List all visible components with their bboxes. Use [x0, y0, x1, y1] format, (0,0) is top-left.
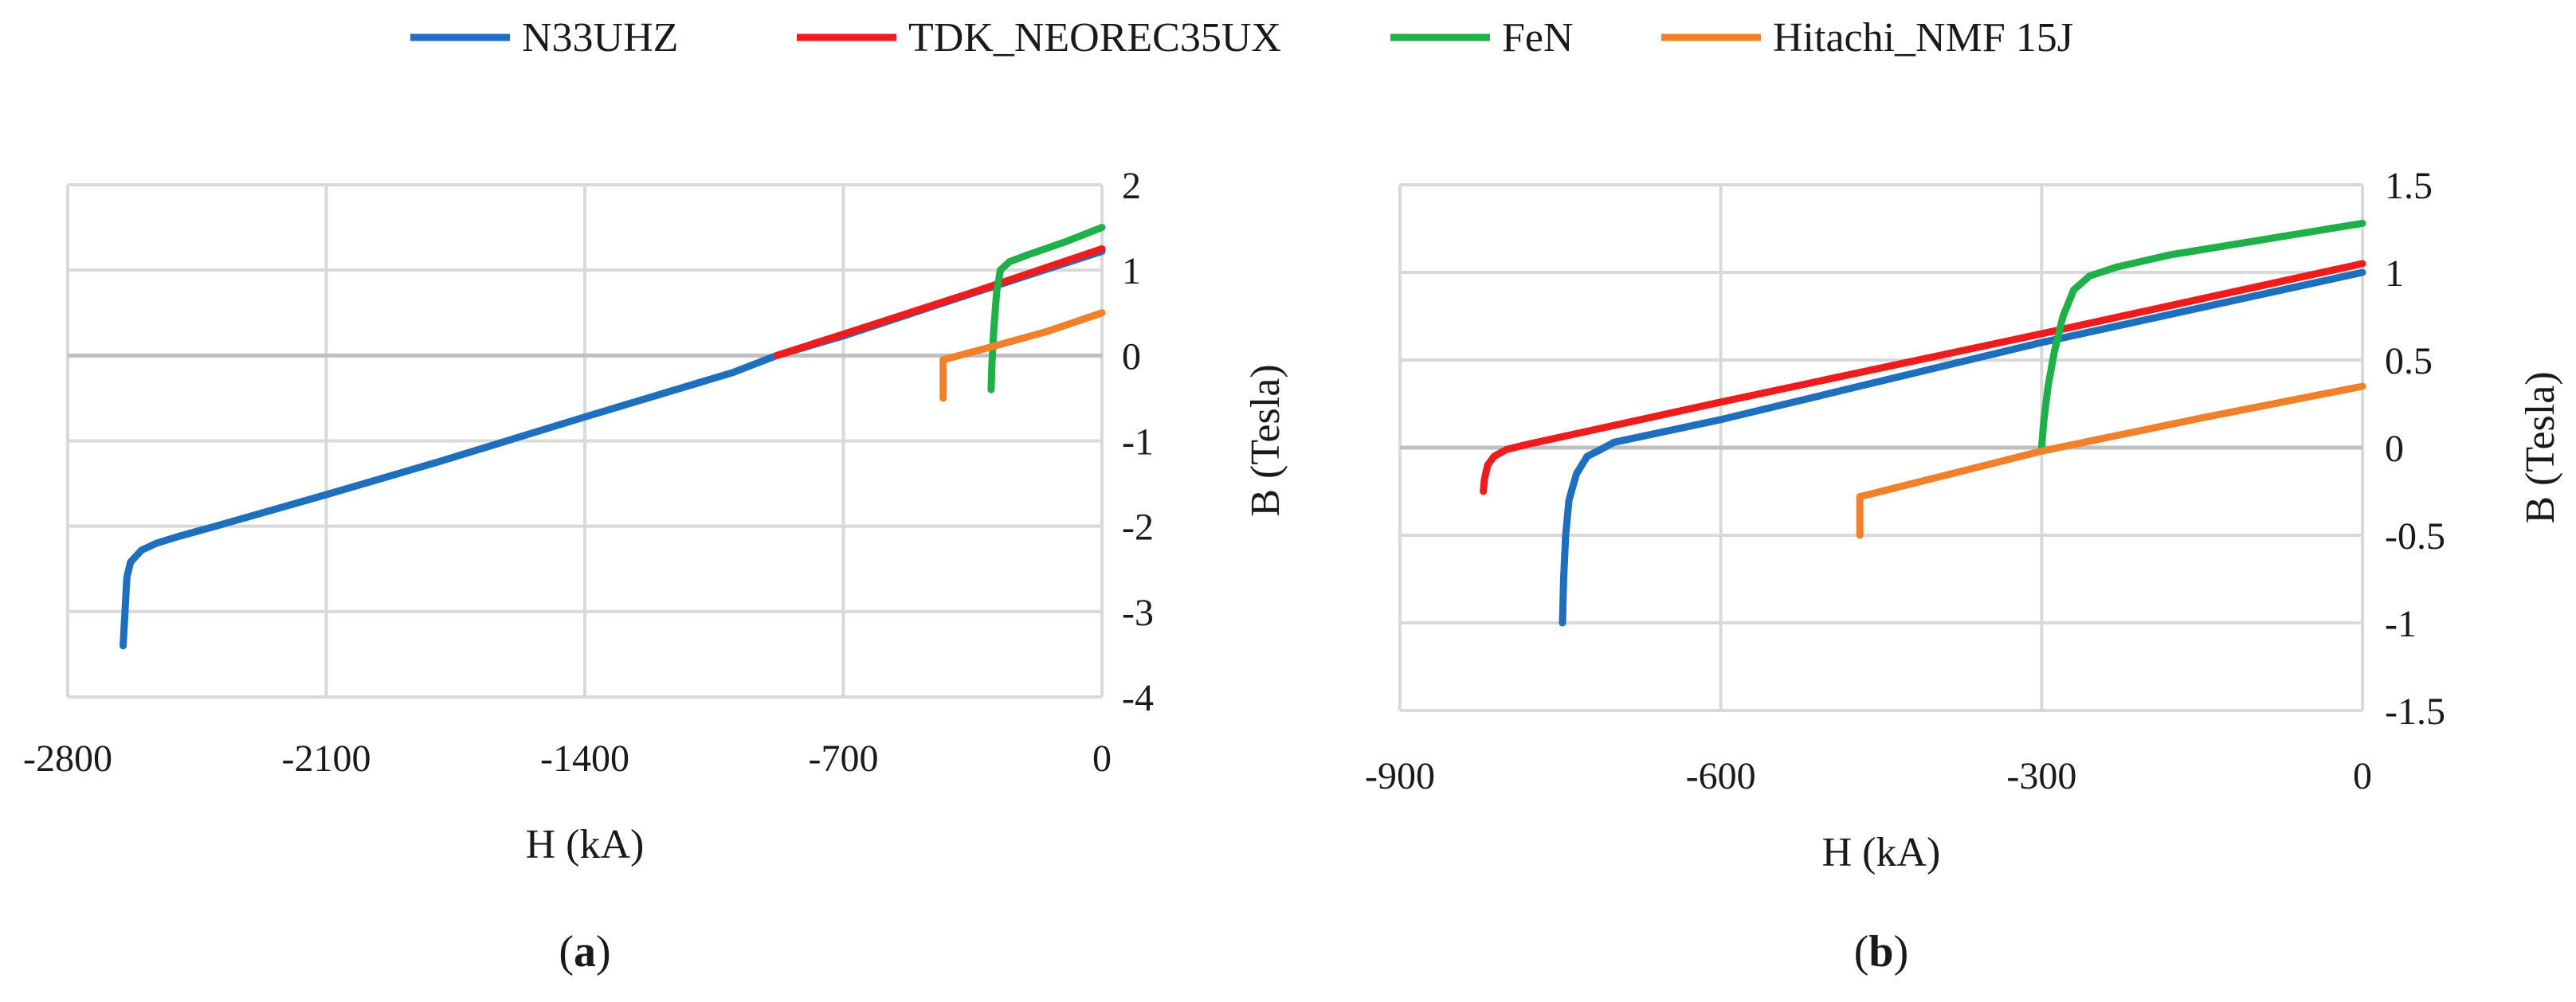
caption-letter: a	[574, 927, 596, 977]
x-tick-label: -2100	[282, 738, 371, 780]
caption-open-paren: (	[559, 927, 574, 977]
x-tick-label: -2800	[23, 738, 112, 780]
legend-label-n33uhz: N33UHZ	[522, 15, 678, 61]
caption-close-paren: )	[1894, 927, 1909, 977]
series-line-fen	[987, 224, 1106, 393]
x-tick-label: -1400	[540, 738, 629, 780]
series-line-n33uhz	[1559, 268, 2366, 627]
y-tick-labels: 2 1 0 -1 -2 -3 -4	[1122, 165, 1154, 719]
y-tick-label: 0	[2385, 428, 2404, 470]
x-tick-label: -300	[2006, 755, 2076, 797]
y-tick-label: 0	[1122, 335, 1141, 378]
y-tick-label: 2	[1122, 165, 1141, 207]
y-axis-title: B (Tesla)	[2518, 371, 2563, 523]
x-tick-labels: -2800 -2100 -1400 -700 0	[23, 738, 1112, 780]
y-tick-label: 1.5	[2385, 165, 2433, 207]
series-line-hitachi-nmf-15j	[939, 309, 1106, 402]
y-tick-label: 1	[2385, 252, 2404, 295]
gridlines	[1398, 183, 2364, 712]
y-tick-label: -1	[1122, 421, 1154, 464]
legend-label-tdk-neorec35ux: TDK_NEOREC35UX	[908, 15, 1281, 61]
legend-label-hitachi-nmf-15j: Hitachi_NMF 15J	[1773, 15, 2073, 61]
y-tick-label: -0.5	[2385, 515, 2445, 558]
y-tick-label: 1	[1122, 250, 1141, 292]
x-tick-label: -600	[1686, 755, 1756, 797]
legend-label-fen: FeN	[1502, 15, 1574, 61]
legend-item-fen: FeN	[1390, 15, 1574, 61]
x-tick-label: -900	[1365, 755, 1435, 797]
gridlines	[66, 183, 1104, 699]
x-tick-label: 0	[2353, 755, 2372, 797]
panel-caption: (a)	[559, 927, 610, 977]
y-tick-labels: 1.5 1 0.5 0 -0.5 -1 -1.5	[2385, 165, 2445, 733]
y-tick-label: -3	[1122, 592, 1154, 634]
y-tick-label: -2	[1122, 507, 1154, 549]
panel-caption: (b)	[1854, 927, 1908, 977]
y-tick-label: -4	[1122, 677, 1154, 719]
legend-item-hitachi-nmf-15j: Hitachi_NMF 15J	[1661, 15, 2073, 61]
series-lines	[1480, 219, 2366, 627]
x-tick-label: 0	[1092, 738, 1112, 780]
caption-letter: b	[1868, 927, 1893, 977]
chart-b: -900 -600 -300 0 1.5 1 0.5 0 -0.5 -1 -1.5 H (kA) B (…	[1365, 165, 2563, 977]
y-tick-label: 0.5	[2385, 340, 2433, 382]
caption-open-paren: (	[1854, 927, 1869, 977]
y-axis-title: B (Tesla)	[1243, 364, 1288, 516]
caption-close-paren: )	[596, 927, 611, 977]
legend-item-tdk-neorec35ux: TDK_NEOREC35UX	[797, 15, 1281, 61]
series-lines	[120, 224, 1106, 650]
series-line-tdk-neorec35ux	[1480, 260, 2366, 495]
series-line-n33uhz	[120, 248, 1106, 650]
series-line-hitachi-nmf-15j	[1856, 382, 2366, 539]
y-tick-label: -1.5	[2385, 691, 2445, 733]
series-line-fen	[2037, 219, 2366, 452]
x-axis-title: H (kA)	[526, 822, 645, 867]
x-tick-labels: -900 -600 -300 0	[1365, 755, 2372, 797]
chart-a: -2800 -2100 -1400 -700 0 2 1 0 -1 -2 -3 -4 H (kA) B (…	[23, 165, 1288, 977]
series-line-tdk-neorec35ux	[773, 245, 1106, 359]
x-axis-title: H (kA)	[1822, 830, 1941, 875]
legend-item-n33uhz: N33UHZ	[410, 15, 678, 61]
legend: N33UHZ TDK_NEOREC35UX FeN Hitachi_NMF 15J	[410, 15, 2073, 61]
x-tick-label: -700	[809, 738, 879, 780]
y-tick-label: -1	[2385, 603, 2417, 645]
